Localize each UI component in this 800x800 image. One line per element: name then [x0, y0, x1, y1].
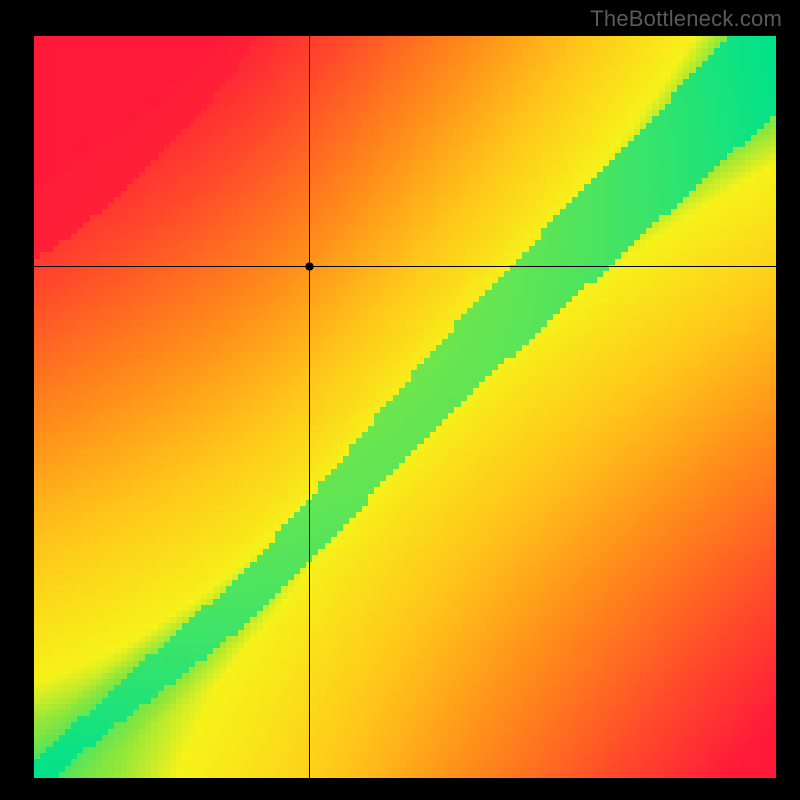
watermark-label: TheBottleneck.com [590, 6, 782, 32]
chart-container: TheBottleneck.com [0, 0, 800, 800]
bottleneck-heatmap [34, 36, 776, 778]
